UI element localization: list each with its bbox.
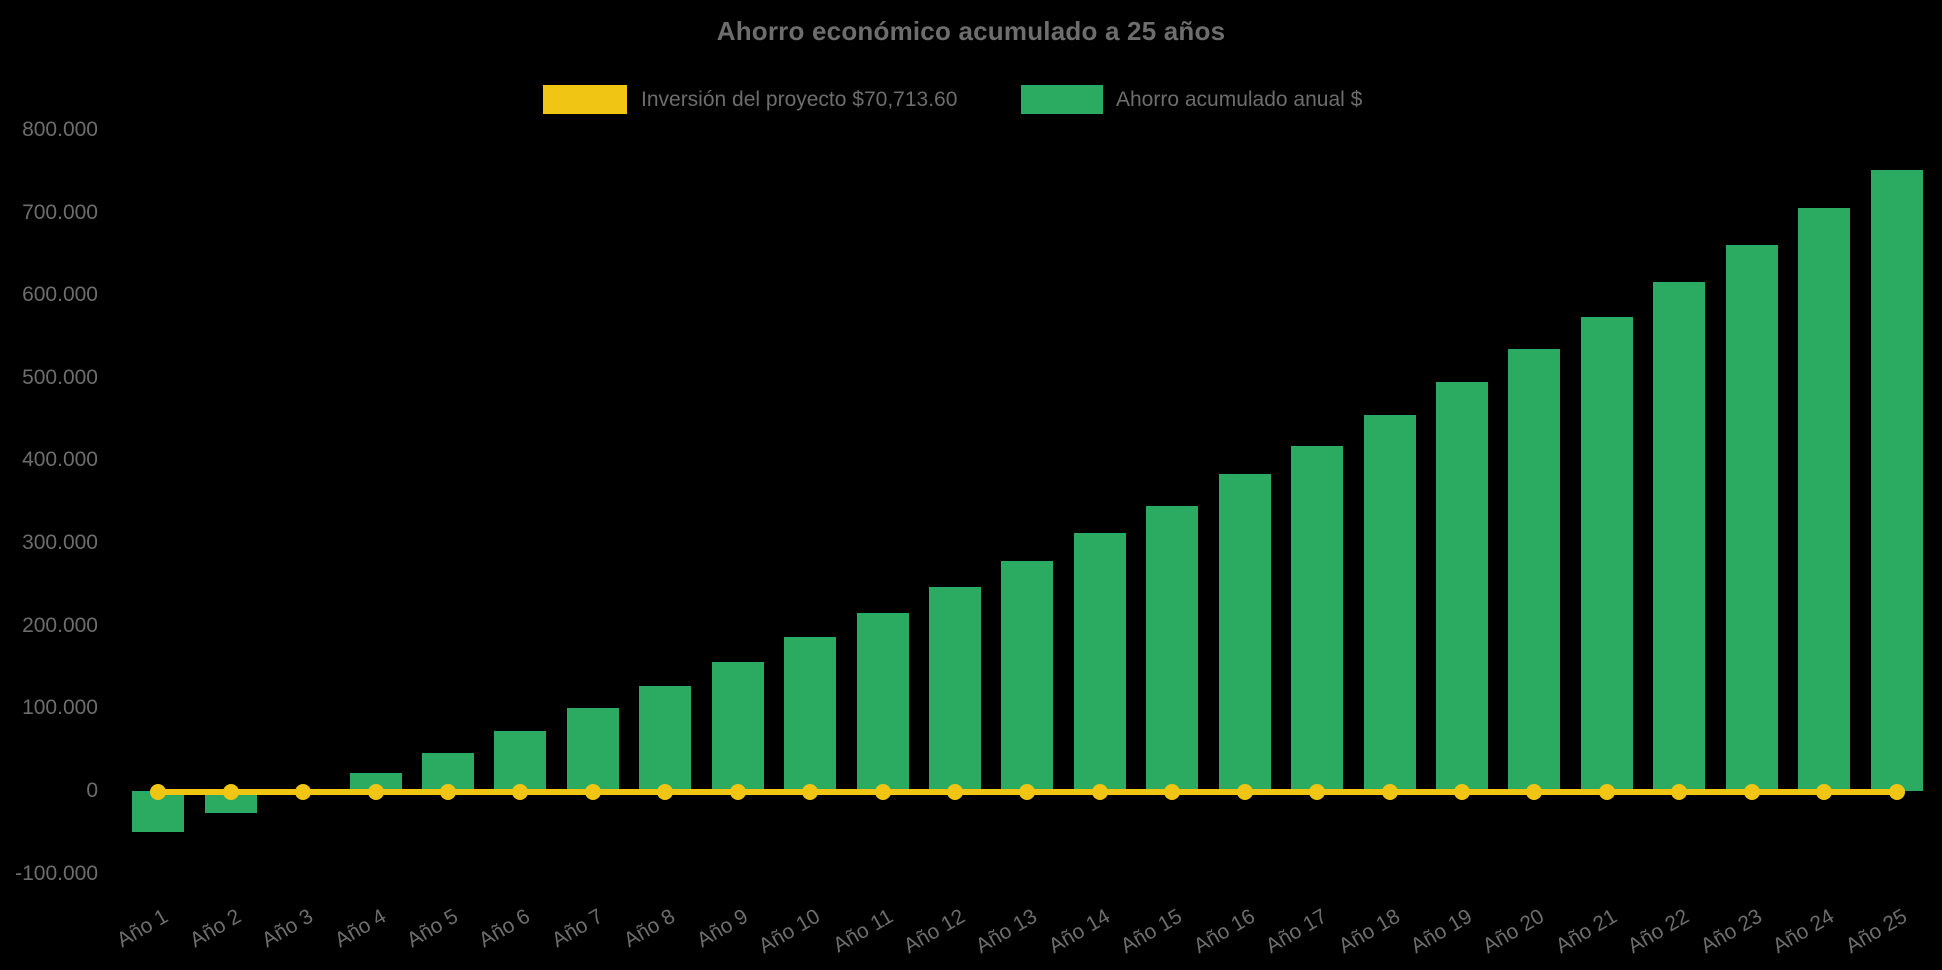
investment-line-dot: [150, 784, 167, 800]
savings-bar-año-2: [204, 791, 257, 814]
investment-swatch-icon: [543, 85, 627, 114]
y-tick-label: 400.000: [22, 448, 98, 472]
investment-line-dot: [1743, 784, 1760, 800]
y-tick-label: 800.000: [22, 117, 98, 141]
investment-line-dot: [657, 784, 674, 800]
investment-line-dot: [440, 784, 457, 800]
savings-bar-año-13: [1001, 561, 1054, 791]
y-tick-label: 600.000: [22, 283, 98, 307]
y-tick-label: 700.000: [22, 200, 98, 224]
investment-line-dot: [1091, 784, 1108, 800]
savings-bar-año-11: [856, 613, 909, 791]
savings-bar-año-12: [929, 586, 982, 791]
legend-item-investment[interactable]: Inversión del proyecto $70,713.60: [543, 85, 957, 114]
savings-bar-año-19: [1436, 381, 1489, 791]
investment-line-dot: [367, 784, 384, 800]
investment-line-dot: [295, 784, 312, 800]
investment-legend-label: Inversión del proyecto $70,713.60: [641, 87, 958, 111]
investment-line-dot: [1236, 784, 1253, 800]
y-tick-label: 300.000: [22, 531, 98, 555]
investment-line-dot: [1888, 784, 1905, 800]
savings-bar-año-24: [1798, 207, 1851, 791]
investment-line-dot: [222, 784, 239, 800]
investment-line-dot: [1816, 784, 1833, 800]
investment-line-dot: [1598, 784, 1615, 800]
investment-line-dot: [1671, 784, 1688, 800]
investment-line-dot: [729, 784, 746, 800]
investment-line-dot: [512, 784, 529, 800]
investment-line-dot: [1164, 784, 1181, 800]
y-tick-label: 100.000: [22, 696, 98, 720]
y-tick-label: -100.000: [15, 861, 98, 885]
savings-bar-año-25: [1870, 170, 1923, 791]
savings-bar-año-17: [1291, 445, 1344, 791]
savings-bar-año-7: [566, 708, 619, 791]
investment-line-dot: [874, 784, 891, 800]
savings-bar-año-6: [494, 731, 547, 791]
savings-bar-año-9: [711, 662, 764, 791]
investment-line-dot: [1526, 784, 1543, 800]
savings-bar-año-20: [1508, 348, 1561, 791]
savings-bar-año-8: [639, 686, 692, 791]
chart-title: Ahorro económico acumulado a 25 años: [716, 16, 1226, 46]
savings-bar-año-16: [1218, 474, 1271, 791]
savings-bar-año-18: [1363, 414, 1416, 791]
y-tick-label: 200.000: [22, 613, 98, 637]
investment-line-dot: [1019, 784, 1036, 800]
y-tick-label: 500.000: [22, 365, 98, 389]
investment-line-dot: [1381, 784, 1398, 800]
savings-legend-label: Ahorro acumulado anual $: [1116, 87, 1363, 111]
savings-bar-año-10: [784, 637, 837, 791]
savings-bar-año-4: [349, 772, 402, 791]
savings-bar-año-21: [1580, 316, 1633, 791]
y-tick-label: 0: [86, 779, 98, 802]
investment-line-dot: [1309, 784, 1326, 800]
legend-item-savings[interactable]: Ahorro acumulado anual $: [1021, 85, 1362, 114]
savings-swatch-icon: [1021, 85, 1103, 114]
savings-bar-año-22: [1653, 281, 1706, 791]
savings-bar-año-15: [1146, 505, 1199, 791]
investment-line-dot: [802, 784, 819, 800]
investment-line-dot: [584, 784, 601, 800]
savings-bar-año-23: [1725, 244, 1778, 791]
savings-bar-año-14: [1073, 533, 1126, 791]
investment-line-dot: [947, 784, 964, 800]
investment-line-dot: [1454, 784, 1471, 800]
